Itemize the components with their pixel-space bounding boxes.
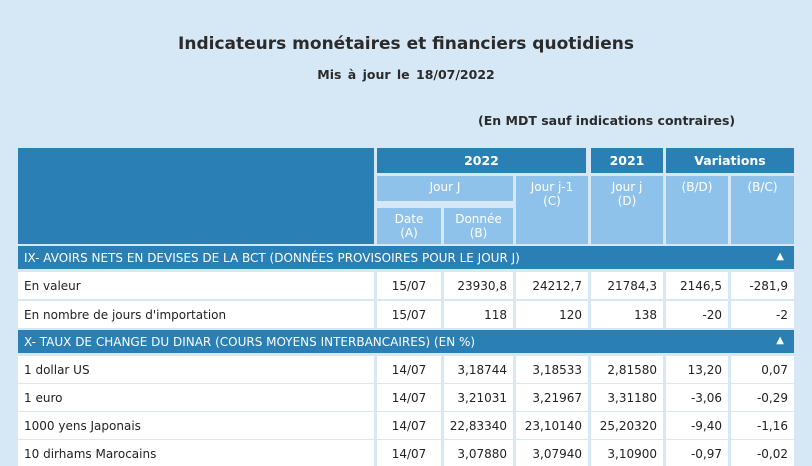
cell-2021: 3,10900	[591, 440, 663, 466]
cell-date: 14/07	[377, 356, 441, 383]
header-jour-j1-sub: (C)	[543, 194, 561, 208]
cell-2021: 21784,3	[591, 272, 663, 299]
row-label: 1000 yens Japonais	[18, 412, 374, 439]
header-bc-label: (B/C)	[747, 180, 778, 194]
cell-donnee: 3,18744	[444, 356, 513, 383]
row-label: En valeur	[18, 272, 374, 299]
cell-bc: -281,9	[731, 272, 794, 299]
cell-bc: -0,02	[731, 440, 794, 466]
header-jour-j-label: Jour J	[429, 180, 461, 194]
row-label: 1 dollar US	[18, 356, 374, 383]
cell-bc: -0,29	[731, 384, 794, 411]
header-date-sub: (A)	[400, 226, 418, 240]
table-row: En nombre de jours d'importation 15/07 1…	[18, 301, 794, 328]
header-jour-j1: Jour j-1 (C)	[516, 176, 588, 244]
unit-note: (En MDT sauf indications contraires)	[478, 113, 736, 128]
cell-bd: -20	[666, 301, 728, 328]
cell-date: 15/07	[377, 272, 441, 299]
row-label: 1 euro	[18, 384, 374, 411]
cell-2021: 25,20320	[591, 412, 663, 439]
cell-j1: 24212,7	[516, 272, 588, 299]
row-label: En nombre de jours d'importation	[18, 301, 374, 328]
update-label: Mis à jour le	[317, 67, 410, 82]
section-title: X- TAUX DE CHANGE DU DINAR (COURS MOYENS…	[24, 334, 476, 349]
cell-donnee: 22,83340	[444, 412, 513, 439]
cell-j1: 3,18533	[516, 356, 588, 383]
row-label: 10 dirhams Marocains	[18, 440, 374, 466]
cell-bd: -0,97	[666, 440, 728, 466]
page-title: Indicateurs monétaires et financiers quo…	[178, 34, 634, 54]
header-variations: Variations	[666, 148, 794, 173]
header-year-2021: 2021	[591, 148, 663, 173]
header-jour-j-2021-label: Jour j	[611, 180, 643, 194]
section-x-header[interactable]: X- TAUX DE CHANGE DU DINAR (COURS MOYENS…	[18, 330, 794, 353]
table-row: 10 dirhams Marocains 14/07 3,07880 3,079…	[18, 440, 794, 466]
cell-donnee: 23930,8	[444, 272, 513, 299]
header-jour-j1-label: Jour j-1	[530, 180, 574, 194]
cell-j1: 3,21967	[516, 384, 588, 411]
collapse-caret-icon[interactable]: ▲	[776, 335, 784, 346]
update-date: 18/07/2022	[416, 67, 495, 82]
cell-bc: -2	[731, 301, 794, 328]
header-bd-label: (B/D)	[681, 180, 713, 194]
cell-j1: 23,10140	[516, 412, 588, 439]
header-jour-j-2021-sub: (D)	[617, 194, 637, 208]
header-donnee: Donnée (B)	[444, 208, 513, 244]
section-ix-header[interactable]: IX- AVOIRS NETS EN DEVISES DE LA BCT (DO…	[18, 246, 794, 269]
cell-bd: -9,40	[666, 412, 728, 439]
cell-2021: 138	[591, 301, 663, 328]
header-year-2022: 2022	[377, 148, 586, 173]
cell-date: 14/07	[377, 440, 441, 466]
cell-date: 15/07	[377, 301, 441, 328]
table-row: 1 euro 14/07 3,21031 3,21967 3,31180 -3,…	[18, 384, 794, 411]
table-row: En valeur 15/07 23930,8 24212,7 21784,3 …	[18, 272, 794, 299]
header-jour-j: Jour J	[377, 176, 513, 201]
cell-bc: -1,16	[731, 412, 794, 439]
cell-donnee: 3,21031	[444, 384, 513, 411]
cell-donnee: 3,07880	[444, 440, 513, 466]
cell-j1: 3,07940	[516, 440, 588, 466]
cell-bc: 0,07	[731, 356, 794, 383]
cell-bd: -3,06	[666, 384, 728, 411]
cell-date: 14/07	[377, 412, 441, 439]
collapse-caret-icon[interactable]: ▲	[776, 251, 784, 262]
cell-bd: 13,20	[666, 356, 728, 383]
table-row: 1000 yens Japonais 14/07 22,83340 23,101…	[18, 412, 794, 439]
header-date-label: Date	[394, 212, 424, 226]
section-title: IX- AVOIRS NETS EN DEVISES DE LA BCT (DO…	[24, 250, 520, 265]
cell-2021: 2,81580	[591, 356, 663, 383]
header-donnee-sub: (B)	[469, 226, 488, 240]
update-info: Mis à jour le 18/07/2022	[0, 67, 812, 82]
header-bc: (B/C)	[731, 176, 794, 244]
header-bd: (B/D)	[666, 176, 728, 244]
cell-j1: 120	[516, 301, 588, 328]
header-corner	[18, 148, 374, 244]
cell-date: 14/07	[377, 384, 441, 411]
cell-2021: 3,31180	[591, 384, 663, 411]
header-donnee-label: Donnée	[455, 212, 502, 226]
table-row: 1 dollar US 14/07 3,18744 3,18533 2,8158…	[18, 356, 794, 383]
cell-donnee: 118	[444, 301, 513, 328]
cell-bd: 2146,5	[666, 272, 728, 299]
header-jour-j-2021: Jour j (D)	[591, 176, 663, 244]
header-date: Date (A)	[377, 208, 441, 244]
